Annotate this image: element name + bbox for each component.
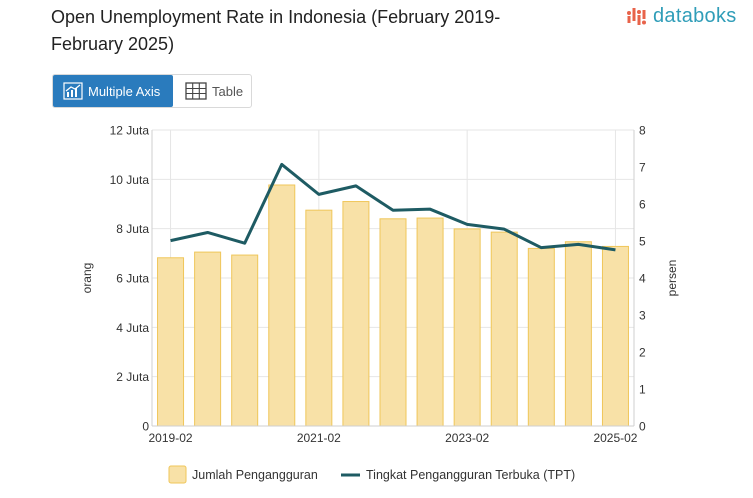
y-right-tick-label: 4 [639,272,646,286]
y-right-tick-label: 5 [639,235,646,249]
bar [342,201,370,427]
axes: 0 2 Juta 4 Juta 6 Juta 8 Juta 10 Juta 12 Juta 0… [80,124,679,446]
y-left-tick-label: 12 Juta [110,124,150,138]
bar [490,231,518,427]
x-tick-label: 2019-02 [149,431,193,445]
databoks-logo-icon [627,8,646,25]
y-left-tick-label: 2 Juta [116,370,149,384]
chart-icon [63,82,83,100]
table-icon [185,82,207,100]
legend-label-bar: Jumlah Pengangguran [192,468,318,482]
table-label: Table [212,83,244,99]
y-left-tick-label: 6 Juta [116,272,149,286]
legend-label-line: Tingkat Pengangguran Terbuka (TPT) [366,468,575,482]
y-left-axis-title: orang [80,263,94,294]
title-line-1: Open Unemployment Rate in Indonesia (Feb… [51,7,501,27]
y-left-tick-label: 8 Juta [116,222,149,236]
table-button[interactable]: Table [173,75,243,107]
gridlines [152,129,634,427]
bar [305,209,333,427]
title-line-2: February 2025) [51,34,175,54]
x-tick-label: 2025-02 [593,431,637,445]
bar [231,254,259,427]
bar [157,257,185,427]
bar [453,228,481,427]
y-right-tick-label: 8 [639,124,646,138]
line-series-path [170,162,616,252]
bar-series [157,184,629,427]
y-left-tick-label: 0 [142,420,149,434]
line-series [170,162,616,252]
bar [527,247,555,427]
multiple-axis-button[interactable]: Multiple Axis [53,75,173,107]
chart-title: Open Unemployment Rate in Indonesia (Feb… [51,4,571,58]
y-right-tick-label: 1 [639,383,646,397]
y-right-tick-label: 3 [639,309,646,323]
y-right-tick-label: 0 [639,420,646,434]
view-toggle: Multiple Axis Table [52,74,252,108]
y-right-tick-label: 6 [639,198,646,212]
y-right-axis-title: persen [665,260,679,297]
bar [379,218,407,427]
x-tick-label: 2023-02 [445,431,489,445]
y-right-tick-label: 2 [639,346,646,360]
legend: Jumlah Pengangguran Tingkat Pengangguran … [168,465,575,484]
multiple-axis-label: Multiple Axis [88,83,161,99]
y-left-tick-label: 4 Juta [116,321,149,335]
bar [601,245,629,427]
brand-name: databoks [653,4,737,27]
databoks-logo[interactable]: databoks [626,2,737,30]
bar [416,217,444,427]
y-right-tick-label: 7 [639,161,646,175]
x-tick-label: 2021-02 [297,431,341,445]
bar [564,241,592,427]
bar [194,251,222,427]
legend-swatch-bar [168,465,187,484]
bar [268,184,296,427]
y-left-tick-label: 10 Juta [110,173,150,187]
